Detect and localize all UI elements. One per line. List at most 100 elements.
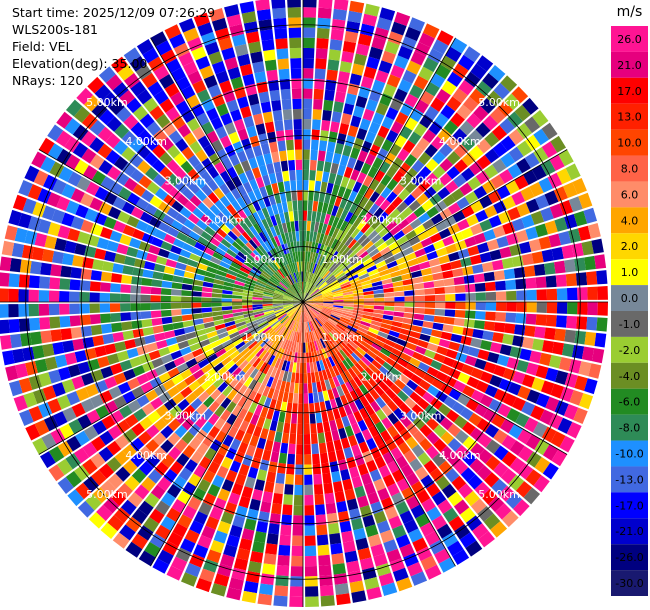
velocity-gate (266, 365, 275, 377)
velocity-gate (165, 259, 178, 268)
velocity-gate (191, 296, 202, 302)
range-ring-label: 2.00km (204, 370, 246, 383)
velocity-gate (74, 159, 89, 175)
velocity-gate (314, 180, 322, 192)
velocity-gate (290, 576, 303, 587)
velocity-gate (274, 308, 285, 313)
velocity-gate (273, 161, 282, 173)
velocity-gate (324, 492, 335, 505)
velocity-gate (386, 178, 399, 191)
velocity-gate (342, 310, 353, 315)
velocity-gate (150, 397, 164, 410)
colorbar-swatch (611, 518, 648, 545)
velocity-gate (65, 471, 82, 488)
velocity-gate (321, 462, 331, 474)
velocity-gate (475, 209, 489, 223)
velocity-gate (228, 265, 240, 274)
velocity-gate (269, 89, 281, 102)
velocity-gate (452, 88, 468, 104)
velocity-gate (262, 293, 274, 298)
velocity-gate (270, 367, 278, 378)
velocity-gate (353, 307, 364, 312)
velocity-gate (220, 553, 235, 568)
velocity-gate (386, 425, 399, 438)
velocity-gate (320, 285, 330, 292)
velocity-gate (460, 335, 473, 346)
velocity-gate (352, 312, 363, 318)
velocity-gate (217, 265, 229, 273)
velocity-gate (367, 230, 379, 241)
velocity-gate (344, 211, 354, 223)
velocity-gate (303, 47, 315, 59)
velocity-gate (485, 455, 501, 471)
velocity-gate (488, 215, 502, 228)
velocity-gate (242, 289, 254, 295)
velocity-gate (212, 452, 225, 466)
velocity-gate (140, 286, 152, 295)
velocity-gate (433, 239, 445, 251)
velocity-gate (331, 227, 340, 239)
velocity-gate (408, 131, 422, 145)
velocity-gate (539, 352, 552, 366)
velocity-gate (482, 180, 496, 194)
velocity-gate (278, 411, 286, 423)
velocity-gate (136, 394, 150, 408)
velocity-gate (421, 498, 436, 513)
velocity-gate (162, 379, 176, 391)
velocity-gate (371, 316, 383, 323)
velocity-gate (318, 314, 327, 323)
velocity-gate (289, 433, 297, 445)
velocity-gate (189, 553, 205, 568)
velocity-gate (375, 260, 387, 269)
velocity-gate (277, 58, 290, 70)
velocity-gate (247, 390, 257, 402)
velocity-gate (282, 265, 289, 276)
velocity-gate (224, 320, 236, 328)
velocity-gate (447, 438, 462, 452)
velocity-gate (463, 46, 481, 63)
velocity-gate (327, 278, 337, 286)
velocity-gate (344, 550, 358, 563)
velocity-gate (316, 360, 322, 372)
velocity-gate (231, 175, 243, 188)
velocity-gate (363, 298, 375, 302)
velocity-gate (8, 288, 19, 302)
velocity-gate (90, 270, 102, 281)
velocity-gate (181, 302, 192, 309)
velocity-gate (464, 310, 476, 319)
velocity-gate (321, 411, 329, 423)
velocity-gate (44, 235, 58, 250)
velocity-gate (278, 369, 285, 381)
velocity-gate (331, 266, 341, 275)
velocity-gate (357, 373, 367, 384)
velocity-gate (462, 385, 476, 398)
velocity-gate (150, 287, 162, 295)
velocity-gate (160, 309, 172, 317)
velocity-gate (297, 352, 301, 363)
velocity-gate (303, 251, 306, 262)
velocity-gate (357, 359, 368, 370)
velocity-gate (289, 596, 303, 607)
velocity-gate (345, 381, 354, 393)
velocity-gate (258, 244, 267, 255)
velocity-gate (210, 583, 227, 597)
velocity-gate (314, 318, 321, 328)
velocity-gate (424, 349, 436, 359)
velocity-gate (397, 218, 410, 230)
velocity-gate (311, 211, 317, 222)
velocity-gate (460, 407, 474, 421)
velocity-gate (241, 486, 254, 499)
velocity-gate (272, 493, 283, 505)
velocity-gate (291, 555, 303, 567)
velocity-gate (366, 586, 382, 600)
velocity-gate (262, 195, 271, 208)
velocity-gate (191, 302, 202, 308)
velocity-gate (127, 377, 140, 390)
velocity-gate (238, 172, 249, 185)
velocity-gate (401, 323, 413, 331)
velocity-gate (306, 220, 311, 232)
velocity-gate (249, 498, 261, 511)
velocity-gate (92, 259, 104, 271)
velocity-gate (261, 207, 270, 219)
velocity-gate (182, 445, 196, 459)
